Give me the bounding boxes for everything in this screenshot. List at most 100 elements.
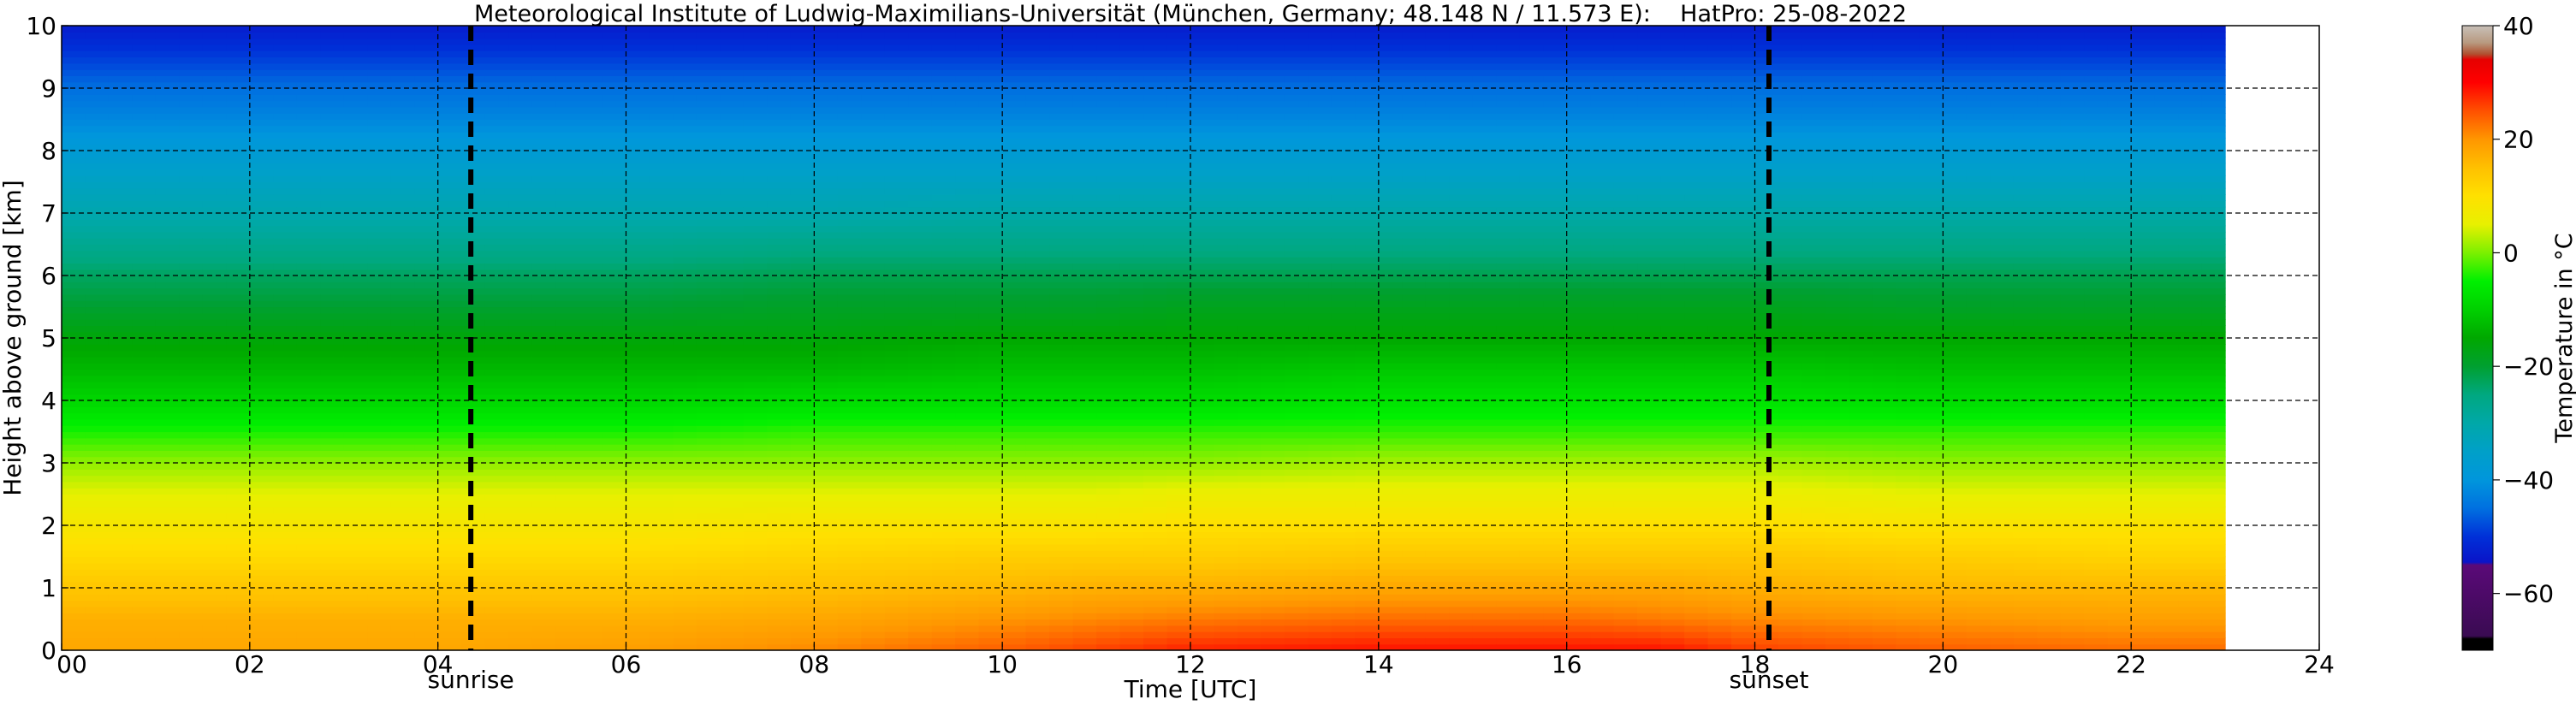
heatmap-cell [461,56,486,64]
heatmap-cell [1214,213,1238,220]
heatmap-cell [767,213,792,220]
heatmap-cell [343,475,368,483]
heatmap-cell [62,444,86,451]
heatmap-cell [1002,44,1027,51]
heatmap-cell [484,425,509,433]
heatmap-cell [1119,231,1144,239]
heatmap-cell [1049,263,1074,270]
heatmap-cell [508,437,533,445]
heatmap-cell [579,463,603,470]
heatmap-cell [108,163,134,170]
heatmap-cell [1072,194,1097,201]
heatmap-cell [1049,556,1074,564]
heatmap-cell [602,543,627,551]
heatmap-cell [955,600,980,607]
heatmap-cell [673,88,697,95]
heatmap-cell [931,543,956,551]
heatmap-cell [132,32,157,39]
heatmap-cell [696,431,721,439]
heatmap-cell [790,287,815,295]
heatmap-cell [1214,163,1238,170]
heatmap-cell [273,269,298,276]
heatmap-cell [931,75,956,83]
heatmap-cell [226,637,251,645]
heatmap-cell [226,44,251,51]
heatmap-cell [226,287,251,295]
heatmap-cell [673,525,697,532]
heatmap-cell [673,481,697,489]
heatmap-cell [1190,275,1215,282]
heatmap-cell [673,238,697,246]
heatmap-cell [1190,244,1215,252]
heatmap-cell [273,507,298,513]
heatmap-cell [649,375,674,382]
heatmap-cell [296,363,321,370]
heatmap-cell [1190,319,1215,326]
heatmap-cell [908,263,933,270]
heatmap-cell [343,325,368,333]
heatmap-cell [249,281,274,289]
heatmap-cell [743,537,768,545]
heatmap-cell [1143,38,1168,45]
heatmap-cell [108,56,134,64]
heatmap-cell [1143,375,1168,382]
heatmap-cell [1119,581,1144,589]
heatmap-cell [978,181,1003,189]
heatmap-cell [602,238,627,246]
heatmap-cell [555,494,580,501]
heatmap-cell [673,356,697,364]
heatmap-cell [1143,88,1168,95]
heatmap-cell [508,418,533,426]
heatmap-cell [861,637,886,645]
heatmap-cell [626,456,650,464]
heatmap-cell [649,113,674,121]
heatmap-cell [273,250,298,258]
heatmap-cell [1002,512,1027,520]
heatmap-cell [1214,518,1238,526]
heatmap-cell [1190,132,1215,139]
heatmap-cell [414,200,439,208]
heatmap-cell [720,88,745,95]
heatmap-cell [908,507,933,513]
heatmap-cell [720,450,745,458]
heatmap-cell [226,500,251,507]
heatmap-cell [1049,257,1074,264]
heatmap-cell [296,543,321,551]
heatmap-cell [367,606,392,613]
heatmap-cell [226,643,251,650]
heatmap-cell [179,488,204,495]
heatmap-cell [1049,356,1074,364]
heatmap-cell [626,562,650,570]
heatmap-cell [296,138,321,145]
heatmap-cell [1166,412,1191,420]
heatmap-cell [108,562,134,570]
heatmap-cell [155,181,180,189]
heatmap-cell [155,437,180,445]
heatmap-cell [743,625,768,632]
heatmap-cell [461,456,486,464]
heatmap-cell [508,157,533,164]
heatmap-cell [202,151,227,157]
heatmap-cell [62,132,86,139]
heatmap-cell [202,619,227,626]
heatmap-cell [814,293,839,301]
heatmap-cell [1166,600,1191,607]
heatmap-cell [579,338,603,345]
heatmap-cell [62,331,86,339]
heatmap-cell [390,518,415,526]
heatmap-cell [132,363,157,370]
heatmap-cell [861,631,886,638]
heatmap-cell [884,450,909,458]
heatmap-cell [555,338,580,345]
heatmap-cell [202,588,227,595]
heatmap-cell [108,263,134,270]
heatmap-cell [1002,275,1027,282]
heatmap-cell [978,281,1003,289]
heatmap-cell [884,382,909,388]
heatmap-cell [1119,425,1144,433]
heatmap-cell [367,231,392,239]
heatmap-cell [226,81,251,89]
heatmap-cell [555,181,580,189]
heatmap-cell [1166,151,1191,157]
heatmap-cell [1190,488,1215,495]
